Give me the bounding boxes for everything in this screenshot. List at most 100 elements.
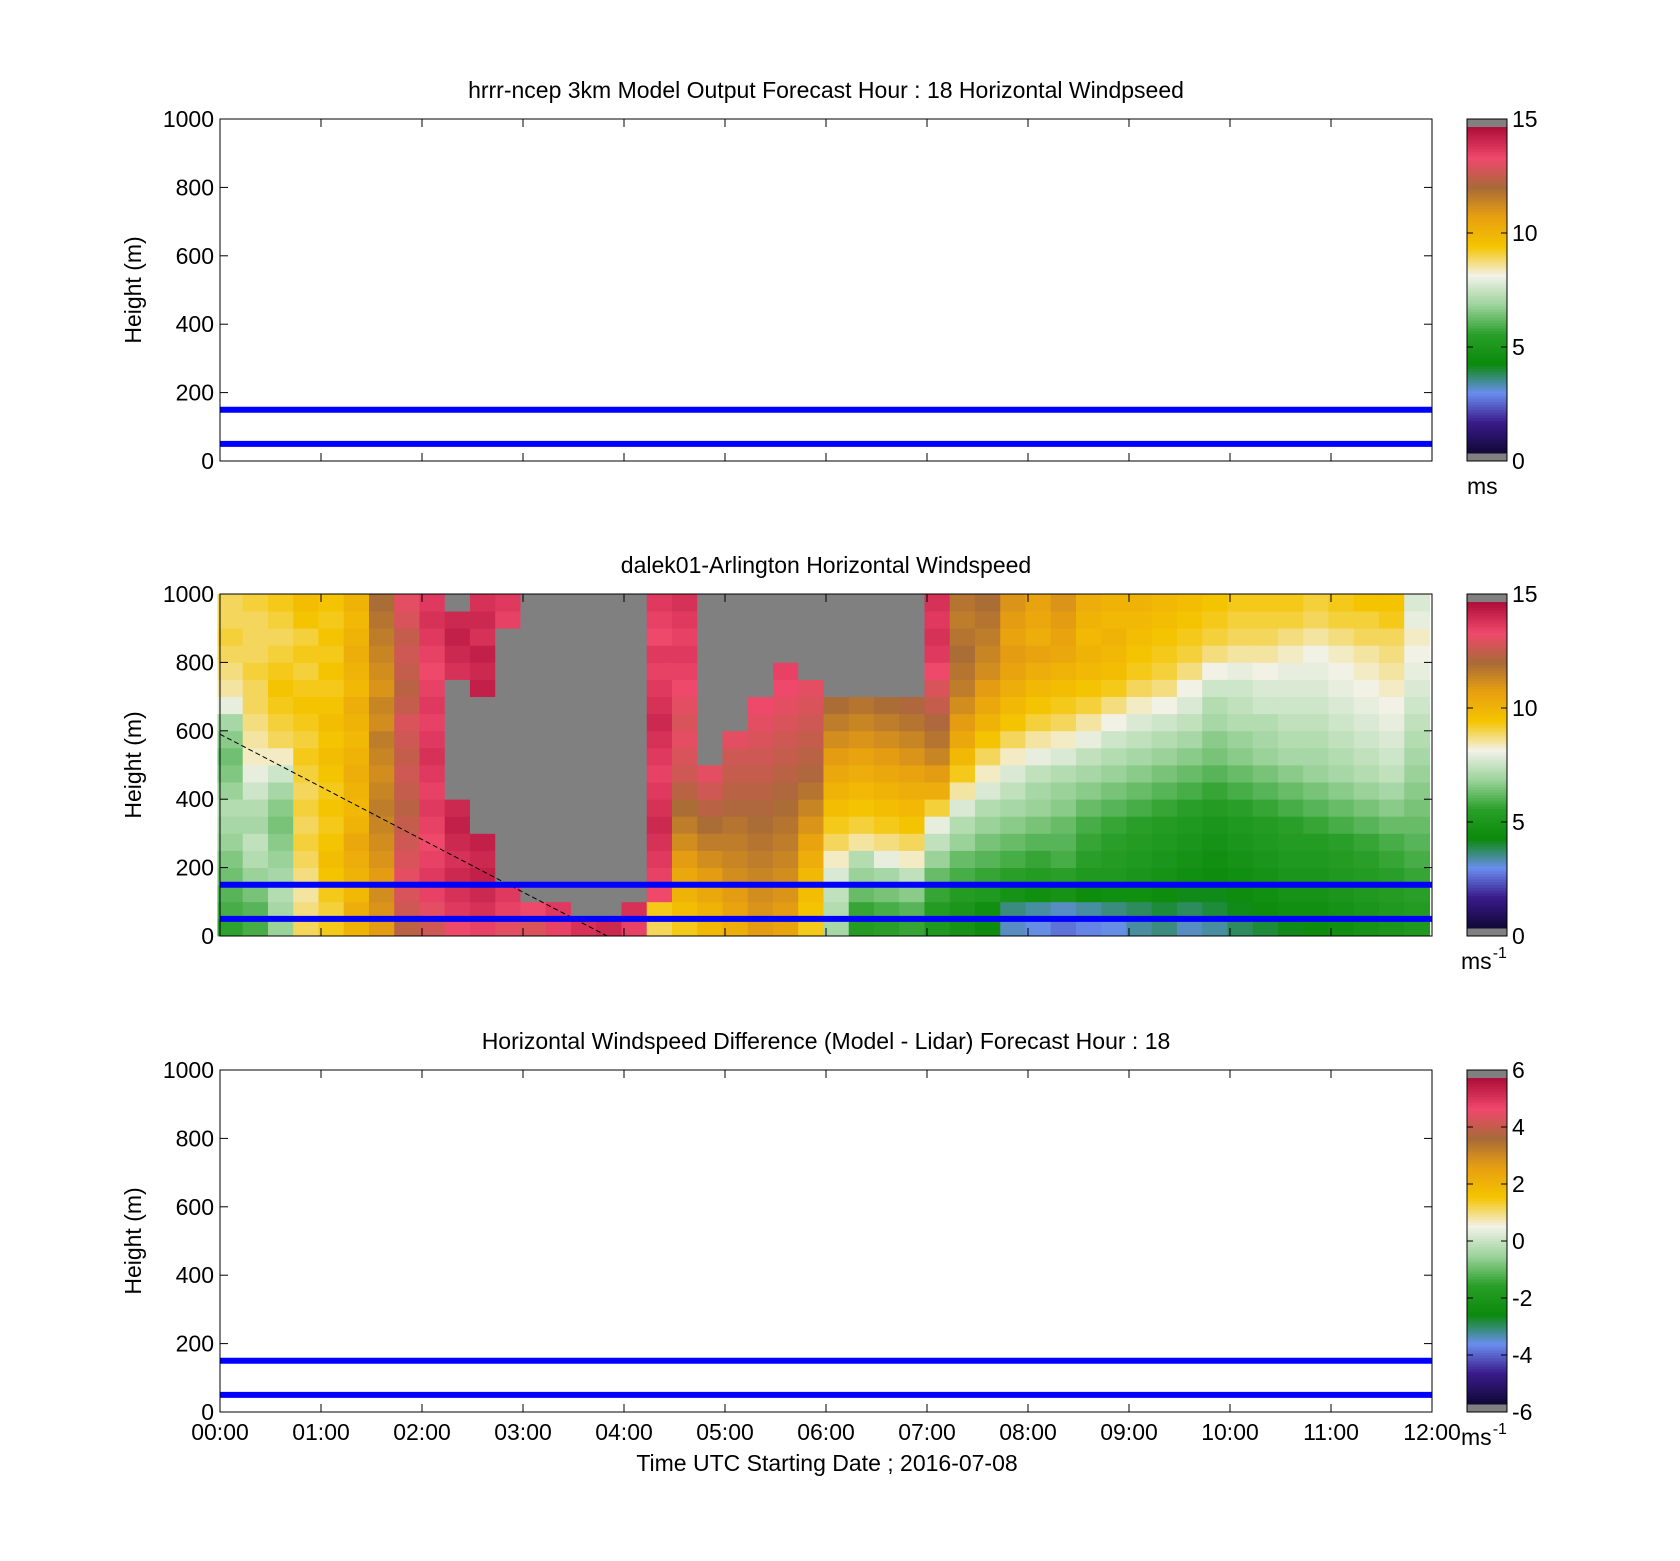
heatmap-cell xyxy=(596,816,623,834)
heatmap-cell xyxy=(394,679,421,697)
heatmap-cell xyxy=(318,730,345,749)
colorbar-step xyxy=(1467,1303,1507,1307)
heatmap-cell xyxy=(1075,765,1102,783)
heatmap-cell xyxy=(823,901,850,920)
colorbar-step xyxy=(1467,906,1507,910)
heatmap-cell xyxy=(570,867,597,886)
heatmap-cell xyxy=(318,628,345,646)
colorbar-step xyxy=(1467,412,1507,416)
heatmap-cell xyxy=(1025,594,1052,612)
heatmap-cell xyxy=(646,611,673,629)
heatmap-cell xyxy=(343,730,370,749)
heatmap-cell xyxy=(394,765,421,783)
heatmap-cell xyxy=(343,782,370,800)
heatmap-cell xyxy=(1101,662,1128,680)
colorbar-step xyxy=(1467,433,1507,438)
colorbar-step xyxy=(1467,243,1507,248)
heatmap-cell xyxy=(1404,594,1431,612)
colorbar-step xyxy=(1467,626,1507,630)
heatmap-cell xyxy=(722,611,749,629)
colorbar-step xyxy=(1467,735,1507,739)
x-tick-label: 07:00 xyxy=(898,1419,956,1445)
heatmap-cell xyxy=(1202,628,1229,646)
colorbar-step xyxy=(1467,246,1507,250)
heatmap-cell xyxy=(671,799,698,817)
heatmap-cell xyxy=(924,884,951,903)
heatmap-cell xyxy=(242,884,269,903)
colorbar-step xyxy=(1467,1145,1507,1150)
heatmap-cell xyxy=(621,918,648,937)
heatmap-cell xyxy=(318,765,345,783)
heatmap-cell xyxy=(419,730,446,749)
heatmap-cell xyxy=(823,645,850,663)
heatmap-cell xyxy=(949,662,976,680)
heatmap-cell xyxy=(747,662,774,680)
heatmap-cell xyxy=(722,918,749,937)
heatmap-cell xyxy=(1151,918,1178,937)
colorbar-step xyxy=(1467,775,1507,780)
heatmap-cell xyxy=(419,662,446,680)
heatmap-cell xyxy=(1101,713,1128,732)
colorbar-step xyxy=(1467,1249,1507,1253)
colorbar-step xyxy=(1467,887,1507,891)
heatmap-cell xyxy=(596,696,623,715)
y-axis-label: Height (m) xyxy=(120,236,146,343)
colorbar-step xyxy=(1467,222,1507,226)
colorbar-step xyxy=(1467,170,1507,174)
colorbar-step xyxy=(1467,363,1507,367)
colorbar-step xyxy=(1467,146,1507,150)
colorbar-step xyxy=(1467,1238,1507,1242)
colorbar-step xyxy=(1467,743,1507,747)
heatmap-cell xyxy=(1151,884,1178,903)
heatmap-cell xyxy=(242,850,269,868)
heatmap-cell xyxy=(646,662,673,680)
heatmap-cell xyxy=(267,662,294,680)
heatmap-cell xyxy=(1227,799,1254,817)
colorbar-step xyxy=(1467,317,1507,321)
heatmap-cell xyxy=(1252,679,1279,697)
heatmap-cell xyxy=(671,679,698,697)
colorbar-step xyxy=(1467,230,1507,234)
heatmap-cell xyxy=(1025,747,1052,766)
colorbar-step xyxy=(1467,292,1507,296)
heatmap-cell xyxy=(671,850,698,868)
heatmap-cell xyxy=(570,628,597,646)
colorbar-step xyxy=(1467,1208,1507,1212)
colorbar-step xyxy=(1467,1295,1507,1299)
heatmap-cell xyxy=(1101,765,1128,783)
colorbar-step xyxy=(1467,686,1507,690)
heatmap-cell xyxy=(974,645,1001,663)
heatmap-cell xyxy=(419,833,446,851)
heatmap-cell xyxy=(621,850,648,868)
heatmap-cell xyxy=(596,901,623,920)
colorbar-step xyxy=(1467,1401,1507,1405)
heatmap-cell xyxy=(570,884,597,903)
heatmap-cell xyxy=(217,747,244,766)
heatmap-cell xyxy=(343,867,370,886)
heatmap-cell xyxy=(545,628,572,646)
heatmap-cell xyxy=(1126,696,1153,715)
colorbar-step xyxy=(1467,903,1507,907)
heatmap-cell xyxy=(697,918,724,937)
heatmap-cell xyxy=(949,867,976,886)
colorbar-step xyxy=(1467,889,1507,894)
heatmap-cell xyxy=(469,867,496,886)
colorbar-step xyxy=(1467,1355,1507,1359)
colorbar-step xyxy=(1467,336,1507,340)
heatmap-cell xyxy=(823,730,850,749)
colorbar-step xyxy=(1467,1251,1507,1256)
heatmap-cell xyxy=(1000,816,1027,834)
heatmap-cell xyxy=(1050,594,1077,612)
heatmap-cell xyxy=(293,594,320,612)
colorbar-step xyxy=(1467,1352,1507,1356)
colorbar-step xyxy=(1467,404,1507,408)
heatmap-cell xyxy=(1378,645,1405,663)
heatmap-cell xyxy=(1378,628,1405,646)
panel-3: 00:00 01:00 02:00 03:00 04:00 05:00 06:00 07:00… xyxy=(120,1028,1533,1450)
heatmap-cell xyxy=(1353,833,1380,851)
heatmap-cell xyxy=(1202,696,1229,715)
heatmap-cell xyxy=(545,611,572,629)
y-axis-label: Height (m) xyxy=(120,711,146,818)
colorbar-step xyxy=(1467,849,1507,853)
heatmap-cell xyxy=(924,782,951,800)
